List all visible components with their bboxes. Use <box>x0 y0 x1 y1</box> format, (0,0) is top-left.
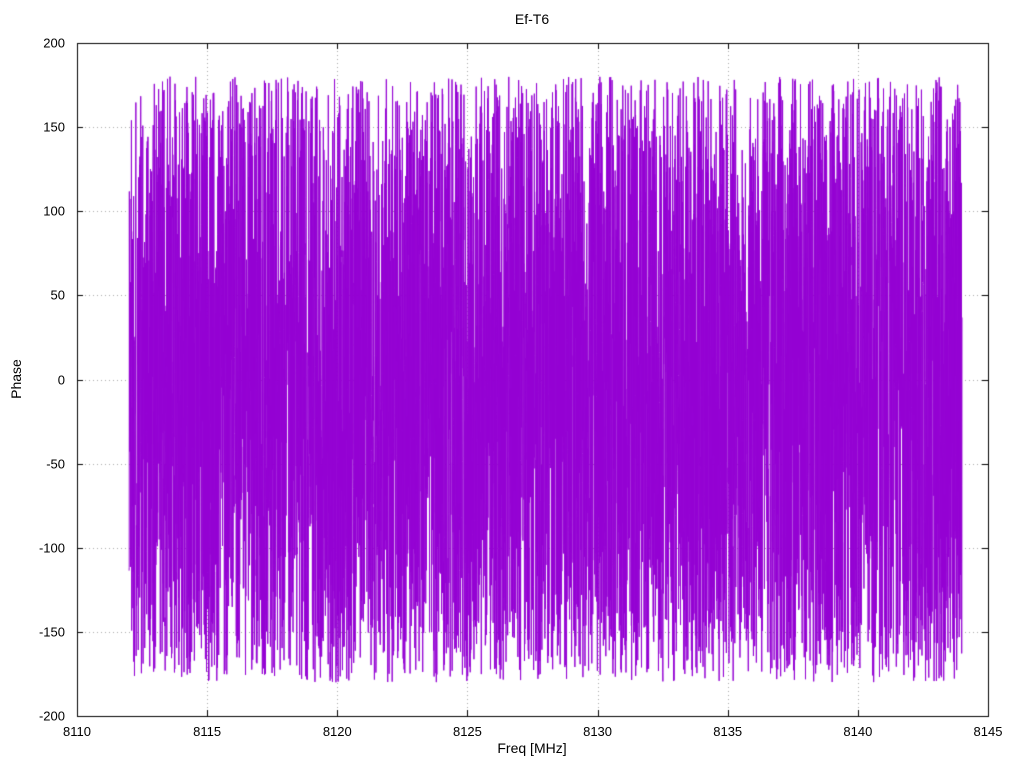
y-tick-label: -150 <box>38 624 65 640</box>
y-tick-label: 200 <box>43 35 65 51</box>
y-tick-label: 100 <box>43 203 65 219</box>
chart-title: Ef-T6 <box>514 11 550 27</box>
x-tick-label: 8145 <box>973 724 1003 739</box>
y-tick-label: -200 <box>38 708 65 724</box>
y-tick-label: 50 <box>50 287 65 303</box>
x-tick-label: 8130 <box>583 724 613 739</box>
y-tick-label: -50 <box>46 456 65 472</box>
x-tick-label: 8140 <box>843 724 873 739</box>
x-tick-label: 8115 <box>193 724 222 739</box>
y-tick-label: 0 <box>57 372 65 387</box>
x-axis-label: Freq [MHz] <box>497 740 567 756</box>
x-tick-label: 8120 <box>322 724 352 739</box>
x-tick-label: 8135 <box>713 724 743 739</box>
y-axis-label: Phase <box>8 359 24 399</box>
x-tick-label: 8125 <box>452 724 482 739</box>
x-tick-label: 8110 <box>63 724 91 739</box>
y-tick-label: 150 <box>43 119 65 135</box>
y-tick-label: -100 <box>38 540 65 556</box>
